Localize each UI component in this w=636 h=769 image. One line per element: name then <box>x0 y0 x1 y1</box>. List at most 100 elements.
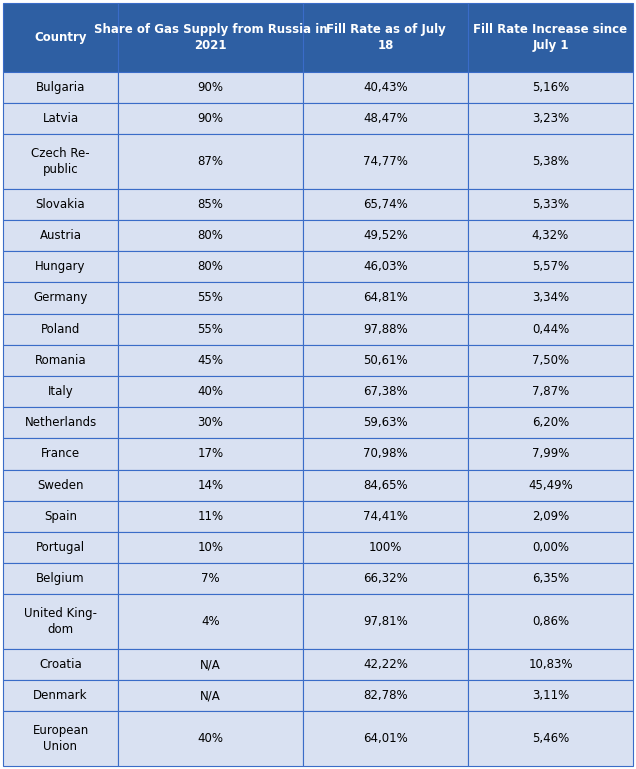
Bar <box>303 594 468 649</box>
Text: 11%: 11% <box>197 510 224 523</box>
Text: 0,44%: 0,44% <box>532 323 569 335</box>
Text: 10,83%: 10,83% <box>529 658 573 671</box>
Text: Portugal: Portugal <box>36 541 85 554</box>
Bar <box>118 251 303 282</box>
Text: Poland: Poland <box>41 323 80 335</box>
Text: 64,01%: 64,01% <box>363 732 408 745</box>
Text: United King-
dom: United King- dom <box>24 607 97 637</box>
Bar <box>3 188 118 220</box>
Text: 5,33%: 5,33% <box>532 198 569 211</box>
Text: 0,00%: 0,00% <box>532 541 569 554</box>
Bar <box>3 345 118 376</box>
Text: France: France <box>41 448 80 461</box>
Bar <box>468 251 633 282</box>
Bar <box>303 134 468 188</box>
Bar <box>118 681 303 711</box>
Text: 3,23%: 3,23% <box>532 112 569 125</box>
Text: Sweden: Sweden <box>38 478 84 491</box>
Bar <box>303 188 468 220</box>
Text: 87%: 87% <box>198 155 223 168</box>
Text: 4%: 4% <box>201 615 220 628</box>
Bar <box>118 407 303 438</box>
Text: Netherlands: Netherlands <box>24 416 97 429</box>
Text: 7,50%: 7,50% <box>532 354 569 367</box>
Text: 67,38%: 67,38% <box>363 385 408 398</box>
Text: Country: Country <box>34 31 86 44</box>
Bar <box>303 72 468 103</box>
Bar <box>3 681 118 711</box>
Bar <box>3 3 118 72</box>
Text: Austria: Austria <box>39 229 81 242</box>
Text: European
Union: European Union <box>32 724 88 754</box>
Bar <box>468 438 633 470</box>
Text: 7%: 7% <box>201 572 220 585</box>
Bar <box>303 470 468 501</box>
Text: 97,88%: 97,88% <box>363 323 408 335</box>
Bar <box>468 407 633 438</box>
Bar <box>468 649 633 681</box>
Text: 40%: 40% <box>198 385 223 398</box>
Bar <box>3 251 118 282</box>
Text: 46,03%: 46,03% <box>363 260 408 273</box>
Text: 10%: 10% <box>198 541 223 554</box>
Bar <box>468 501 633 532</box>
Text: Fill Rate Increase since
July 1: Fill Rate Increase since July 1 <box>473 22 628 52</box>
Bar <box>3 314 118 345</box>
Text: 30%: 30% <box>198 416 223 429</box>
Bar <box>3 563 118 594</box>
Bar <box>468 134 633 188</box>
Bar <box>468 3 633 72</box>
Bar <box>468 470 633 501</box>
Bar <box>3 220 118 251</box>
Bar <box>3 376 118 407</box>
Bar <box>303 314 468 345</box>
Text: 5,38%: 5,38% <box>532 155 569 168</box>
Text: 5,57%: 5,57% <box>532 260 569 273</box>
Text: Slovakia: Slovakia <box>36 198 85 211</box>
Bar <box>303 438 468 470</box>
Bar <box>118 134 303 188</box>
Text: 7,87%: 7,87% <box>532 385 569 398</box>
Bar <box>303 282 468 314</box>
Bar <box>303 251 468 282</box>
Bar <box>303 649 468 681</box>
Bar <box>118 470 303 501</box>
Text: Spain: Spain <box>44 510 77 523</box>
Text: 64,81%: 64,81% <box>363 291 408 305</box>
Bar <box>118 220 303 251</box>
Bar <box>118 345 303 376</box>
Text: 40%: 40% <box>198 732 223 745</box>
Bar <box>3 134 118 188</box>
Text: 6,35%: 6,35% <box>532 572 569 585</box>
Text: 45%: 45% <box>198 354 223 367</box>
Text: N/A: N/A <box>200 658 221 671</box>
Bar <box>303 376 468 407</box>
Text: 66,32%: 66,32% <box>363 572 408 585</box>
Text: Romania: Romania <box>35 354 86 367</box>
Bar <box>118 376 303 407</box>
Bar <box>303 532 468 563</box>
Text: 80%: 80% <box>198 260 223 273</box>
Bar <box>118 501 303 532</box>
Bar <box>118 711 303 766</box>
Bar <box>118 438 303 470</box>
Text: 50,61%: 50,61% <box>363 354 408 367</box>
Bar <box>303 220 468 251</box>
Bar <box>118 282 303 314</box>
Text: 40,43%: 40,43% <box>363 81 408 94</box>
Bar <box>468 594 633 649</box>
Bar <box>468 188 633 220</box>
Text: 17%: 17% <box>197 448 224 461</box>
Text: Hungary: Hungary <box>35 260 86 273</box>
Bar <box>303 681 468 711</box>
Bar <box>303 563 468 594</box>
Bar <box>3 501 118 532</box>
Bar <box>468 711 633 766</box>
Bar <box>118 649 303 681</box>
Text: 85%: 85% <box>198 198 223 211</box>
Text: 2,09%: 2,09% <box>532 510 569 523</box>
Text: Italy: Italy <box>48 385 73 398</box>
Bar <box>468 220 633 251</box>
Bar <box>118 314 303 345</box>
Bar <box>118 594 303 649</box>
